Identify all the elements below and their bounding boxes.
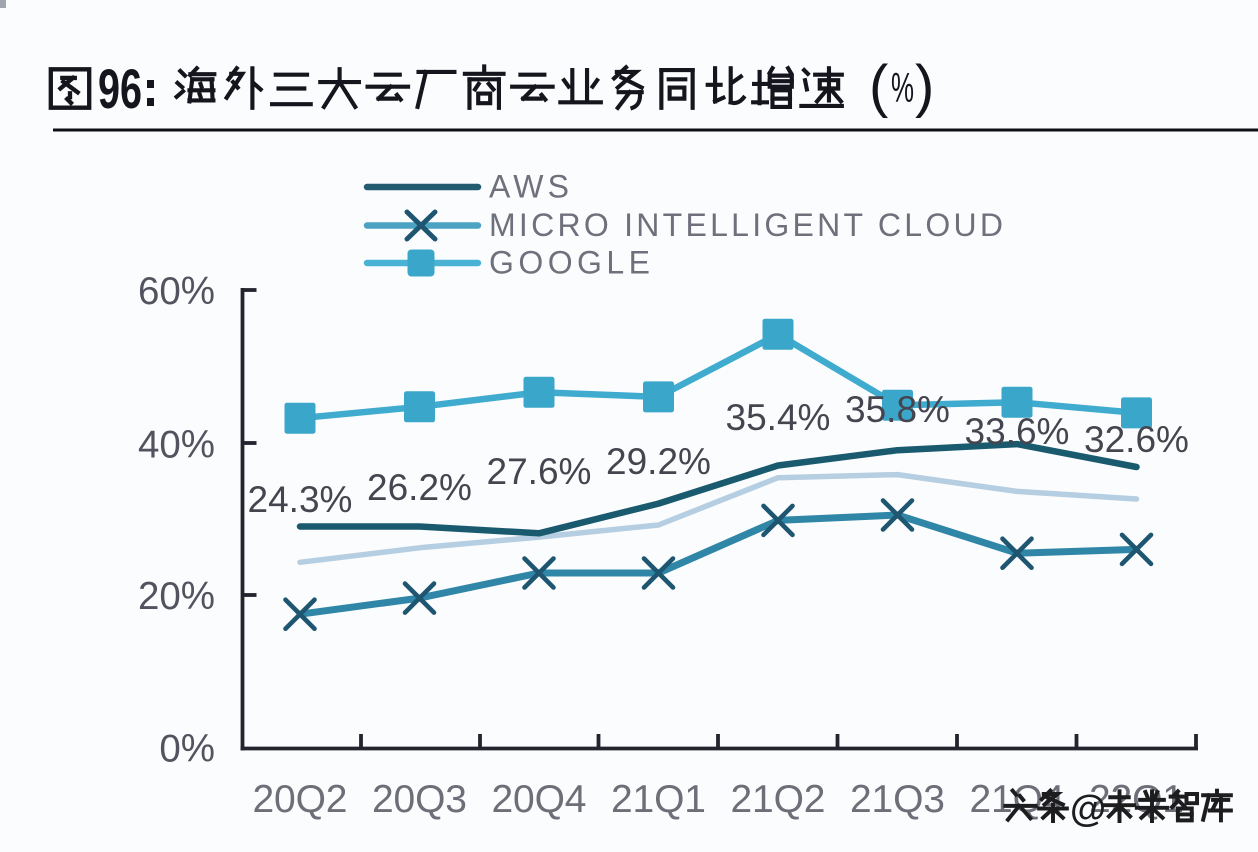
svg-text:AWS: AWS — [489, 169, 569, 205]
svg-text:24.3%: 24.3% — [248, 479, 353, 520]
svg-text:20%: 20% — [138, 575, 215, 618]
svg-text:MICRO INTELLIGENT CLOUD: MICRO INTELLIGENT CLOUD — [489, 207, 1003, 243]
svg-text:0%: 0% — [159, 728, 215, 771]
svg-text:20Q2: 20Q2 — [253, 778, 348, 821]
svg-text:40%: 40% — [138, 424, 215, 467]
svg-text:20Q4: 20Q4 — [492, 778, 587, 821]
svg-text:29.2%: 29.2% — [606, 441, 711, 482]
svg-text:26.2%: 26.2% — [367, 467, 472, 508]
svg-text:@: @ — [1070, 788, 1106, 829]
svg-text:22Q1: 22Q1 — [1089, 778, 1184, 821]
svg-text:(: ( — [869, 54, 888, 119]
svg-text:27.6%: 27.6% — [487, 451, 592, 492]
svg-text:21Q2: 21Q2 — [731, 778, 826, 821]
svg-text:20Q3: 20Q3 — [372, 778, 467, 821]
svg-text:21Q1: 21Q1 — [611, 778, 706, 821]
svg-text:35.8%: 35.8% — [845, 389, 950, 430]
svg-text:33.6%: 33.6% — [965, 411, 1070, 452]
svg-text:96: 96 — [98, 57, 142, 120]
svg-text:): ) — [915, 54, 934, 119]
svg-text:35.4%: 35.4% — [726, 397, 831, 438]
svg-text:%: % — [891, 64, 914, 111]
svg-text:32.6%: 32.6% — [1084, 419, 1189, 460]
svg-text:21Q3: 21Q3 — [850, 778, 945, 821]
svg-text:60%: 60% — [138, 270, 215, 313]
